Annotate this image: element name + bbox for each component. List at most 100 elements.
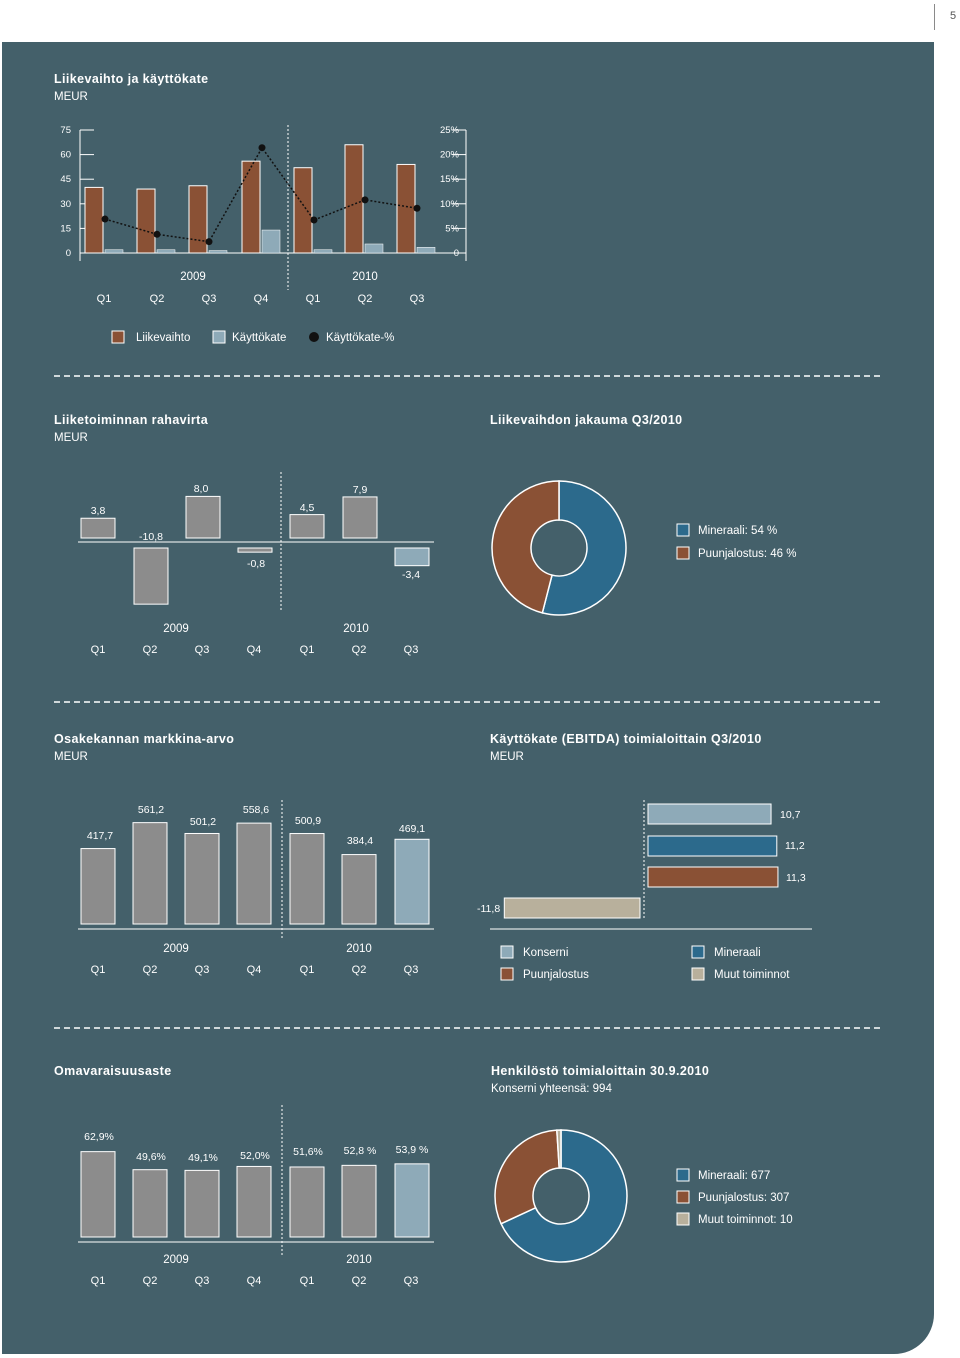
quarter-label: Q1 — [91, 964, 106, 976]
legend-swatch — [676, 1168, 690, 1182]
revenue-bar — [344, 144, 364, 254]
market-cap-bar — [184, 832, 220, 925]
cashflow-bar — [342, 496, 378, 539]
ebitda-bar — [364, 243, 384, 254]
cashflow-bar — [133, 547, 169, 605]
cashflow-bar — [80, 517, 116, 539]
chart-subtitle: MEUR — [54, 751, 88, 763]
legend-label: Mineraali: 677 — [698, 1170, 770, 1182]
legend-label: Liikevaihto — [136, 332, 190, 344]
revenue-bar — [241, 160, 261, 254]
pie-slice — [541, 480, 627, 616]
y2-tick-label: 25% — [440, 125, 460, 136]
ebitda-pct-point — [310, 216, 318, 224]
quarter-label: Q4 — [247, 644, 262, 656]
legend-label: Puunjalostus: 46 % — [698, 548, 796, 560]
quarter-label: Q1 — [300, 1275, 315, 1287]
year-label: 2010 — [343, 623, 369, 635]
chart-title: Liiketoiminnan rahavirta — [54, 413, 209, 427]
data-label: 49,1% — [188, 1152, 218, 1164]
y-tick-label: 15 — [60, 223, 71, 234]
quarter-label: Q1 — [97, 293, 112, 305]
y2-tick-label: 10% — [440, 199, 460, 210]
quarter-label: Q2 — [150, 293, 165, 305]
data-label: -10,8 — [139, 531, 163, 543]
quarter-label: Q3 — [404, 964, 419, 976]
chart-title: Osakekannan markkina-arvo — [54, 732, 234, 746]
page-number-rule — [934, 4, 935, 30]
chart-title: Omavaraisuusaste — [54, 1064, 172, 1078]
chart-subtitle: MEUR — [54, 91, 88, 103]
quarter-label: Q2 — [143, 1275, 158, 1287]
cashflow-bar — [394, 547, 430, 567]
data-label: 10,7 — [780, 809, 801, 821]
data-label: 8,0 — [194, 483, 209, 495]
legend-swatch — [500, 967, 514, 981]
quarter-label: Q4 — [247, 964, 262, 976]
data-label: 49,6% — [136, 1151, 166, 1163]
data-label: 4,5 — [300, 502, 315, 514]
data-label: 62,9% — [84, 1131, 114, 1143]
quarter-label: Q2 — [358, 293, 373, 305]
chart-subtitle: Konserni yhteensä: 994 — [491, 1083, 612, 1095]
year-label: 2009 — [163, 1254, 189, 1266]
ebitda-bar — [156, 249, 176, 254]
data-label: 3,8 — [91, 505, 106, 517]
data-label: 417,7 — [87, 830, 113, 842]
data-label: 500,9 — [295, 815, 321, 827]
legend-label: Muut toiminnot: 10 — [698, 1214, 793, 1226]
pie-slice — [494, 1129, 561, 1225]
quarter-label: Q2 — [352, 1275, 367, 1287]
quarter-label: Q1 — [91, 644, 106, 656]
quarter-label: Q3 — [195, 1275, 210, 1287]
y2-tick-label: 15% — [440, 174, 460, 185]
data-label: 384,4 — [347, 835, 373, 847]
ebitda-pct-point — [153, 230, 161, 238]
ebitda-bar — [416, 247, 436, 254]
quarter-label: Q1 — [300, 644, 315, 656]
ebitda-segment-bar — [647, 803, 772, 825]
legend-label: Käyttökate — [232, 332, 286, 344]
year-label: 2010 — [346, 943, 372, 955]
quarter-label: Q1 — [300, 964, 315, 976]
cashflow-bar — [289, 514, 325, 539]
data-label: 561,2 — [138, 804, 164, 816]
market-cap-bar — [394, 838, 430, 925]
equity-ratio-bar — [394, 1163, 430, 1238]
legend-swatch-kayttokate — [212, 330, 226, 344]
legend-swatch-liikevaihto — [111, 330, 125, 344]
ebitda-pct-point — [258, 144, 266, 152]
market-cap-bar — [289, 833, 325, 925]
page-number: 5 — [950, 10, 957, 22]
equity-ratio-bar — [80, 1151, 116, 1238]
data-label: 52,8 % — [344, 1145, 377, 1157]
ebitda-segment-bar — [503, 897, 641, 919]
ebitda-bar — [208, 250, 228, 254]
quarter-label: Q2 — [143, 964, 158, 976]
pie-slice — [491, 480, 560, 614]
chart-title: Liikevaihto ja käyttökate — [54, 72, 209, 86]
equity-ratio-bar — [341, 1164, 377, 1238]
quarter-label: Q3 — [404, 1275, 419, 1287]
data-label: 11,3 — [786, 872, 806, 884]
ebitda-bar — [104, 249, 124, 254]
quarter-label: Q1 — [91, 1275, 106, 1287]
revenue-bar — [136, 188, 156, 254]
year-label: 2009 — [180, 271, 206, 283]
quarter-label: Q1 — [306, 293, 321, 305]
ebitda-pct-point — [101, 215, 109, 223]
chart-title: Liikevaihdon jakauma Q3/2010 — [490, 413, 683, 427]
data-label: -3,4 — [402, 569, 420, 581]
data-label: 558,6 — [243, 804, 269, 816]
quarter-label: Q2 — [143, 644, 158, 656]
quarter-label: Q4 — [247, 1275, 262, 1287]
ebitda-pct-point — [361, 196, 369, 204]
y-tick-label: 30 — [60, 199, 71, 210]
cashflow-bar — [237, 547, 273, 553]
data-label: -11,8 — [477, 903, 500, 915]
y-tick-label: 75 — [60, 125, 71, 136]
legend-label: Mineraali — [714, 947, 761, 959]
data-label: 52,0% — [240, 1150, 270, 1162]
cashflow-bar — [185, 495, 221, 539]
